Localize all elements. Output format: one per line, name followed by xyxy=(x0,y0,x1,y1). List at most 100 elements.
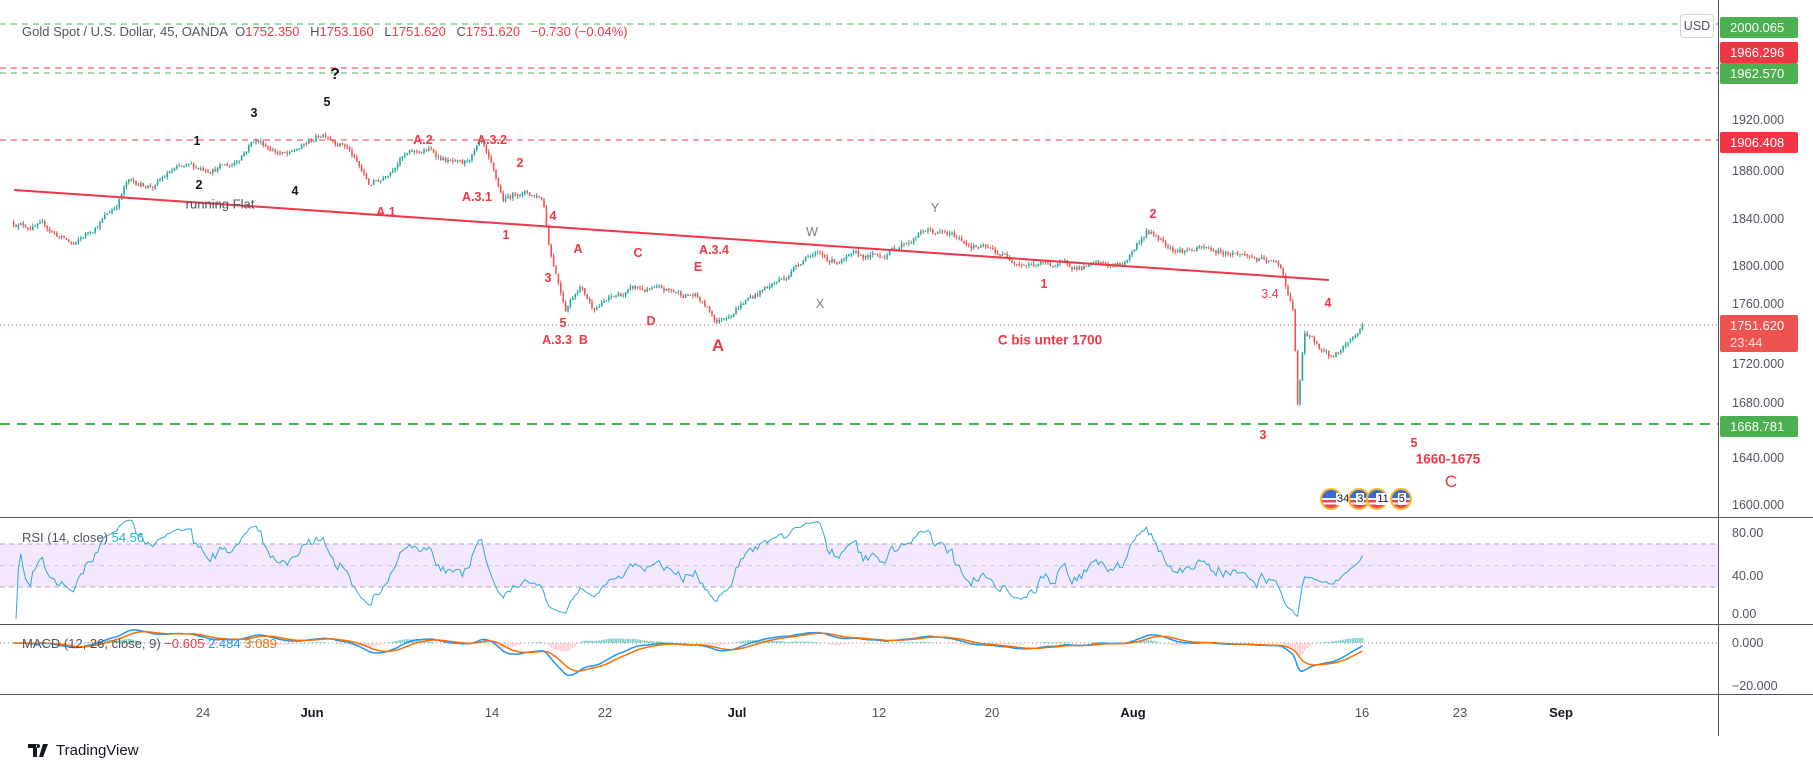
macd-hist-bar xyxy=(636,639,639,643)
price-chart[interactable] xyxy=(0,0,1718,517)
candle xyxy=(432,149,435,153)
time-tick: 20 xyxy=(984,705,1000,720)
candle xyxy=(416,150,418,152)
wave-label[interactable]: A xyxy=(711,336,725,355)
candles-group xyxy=(12,132,1364,407)
candle xyxy=(900,243,903,248)
macd-hist-bar xyxy=(67,643,70,645)
wave-label[interactable]: W xyxy=(806,225,818,239)
rsi-legend[interactable]: RSI (14, close) 54.56 xyxy=(22,530,144,545)
running-flat-label[interactable]: running Flat xyxy=(185,196,255,212)
wave-label[interactable]: 3.4 xyxy=(1261,287,1279,301)
candle xyxy=(344,144,346,147)
macd-hist-bar xyxy=(843,643,845,645)
wave-label[interactable]: Y xyxy=(930,201,940,215)
wave-label[interactable]: 2 xyxy=(1149,207,1157,221)
candle xyxy=(574,293,577,298)
wave-label[interactable]: 2 xyxy=(516,156,524,170)
wave-label[interactable]: D xyxy=(646,314,656,328)
wave-label[interactable]: 2 xyxy=(195,178,203,192)
candle xyxy=(41,221,44,223)
macd-hist-bar xyxy=(583,640,586,643)
wave-label[interactable]: A.3.4 xyxy=(699,243,729,257)
wave-label[interactable]: C xyxy=(1444,472,1458,491)
macd-hist-bar xyxy=(663,642,665,643)
candle xyxy=(236,161,238,163)
macd-hist-bar xyxy=(845,643,848,645)
macd-hist-bar xyxy=(151,643,154,645)
candle xyxy=(70,241,73,243)
wave-label[interactable]: X xyxy=(815,297,825,311)
wave-label[interactable]: 4 xyxy=(291,184,299,198)
candle xyxy=(783,278,785,280)
wave-label[interactable]: A xyxy=(573,242,583,256)
wave-label[interactable]: C xyxy=(633,246,643,260)
candle xyxy=(816,252,819,254)
wave-label[interactable]: 5 xyxy=(323,95,331,109)
pane-separator[interactable] xyxy=(0,517,1813,518)
pane-separator[interactable] xyxy=(0,624,1813,625)
macd-hist-bar xyxy=(991,643,994,644)
wave-label[interactable]: A.2 xyxy=(413,133,433,147)
macd-hist-bar xyxy=(1095,642,1097,643)
macd-hist-bar xyxy=(262,642,265,643)
candle xyxy=(1308,335,1311,337)
economic-events[interactable]: 34 3 11 5 xyxy=(1320,488,1412,510)
candle xyxy=(368,178,370,185)
macd-hist-bar xyxy=(312,642,315,643)
wave-label[interactable]: 1 xyxy=(1040,277,1048,291)
wave-label[interactable]: A.3.3 B xyxy=(542,333,588,347)
macd-hist-bar xyxy=(804,641,807,643)
candle xyxy=(1268,260,1270,262)
wave-label[interactable]: 3 xyxy=(250,106,258,120)
candle xyxy=(665,288,668,291)
candle xyxy=(857,251,860,256)
wave-label[interactable]: 5 xyxy=(559,316,567,330)
price-tick: 1760.000 xyxy=(1732,297,1785,311)
note-label[interactable]: C bis unter 1700 xyxy=(997,332,1103,348)
macd-hist-bar xyxy=(948,643,951,644)
macd-hist-bar xyxy=(963,643,965,645)
candle xyxy=(231,165,233,167)
macd-hist-bar xyxy=(631,638,634,643)
wave-label[interactable]: A.1 xyxy=(376,205,396,219)
tradingview-logo[interactable]: TradingView xyxy=(28,742,139,759)
candle xyxy=(58,236,61,238)
candle xyxy=(147,185,149,188)
candle xyxy=(399,158,401,165)
wave-label[interactable]: 1 xyxy=(502,228,510,242)
macd-hist-bar xyxy=(511,643,514,647)
macd-pane[interactable] xyxy=(0,625,1718,694)
wave-label[interactable]: A.3.1 xyxy=(462,190,492,204)
wave-label[interactable]: 4 xyxy=(1324,296,1332,310)
macd-hist-bar xyxy=(929,642,932,643)
wave-label[interactable]: 5 xyxy=(1410,436,1418,450)
rsi-pane[interactable] xyxy=(0,518,1718,624)
macd-hist-bar xyxy=(1008,643,1011,645)
wave-label[interactable]: E xyxy=(693,260,703,274)
macd-hist-bar xyxy=(831,643,833,645)
candle xyxy=(929,229,932,231)
candle xyxy=(216,168,219,172)
macd-hist-bar xyxy=(1147,640,1150,643)
candle xyxy=(610,295,613,297)
time-tick: 14 xyxy=(484,705,500,720)
candle xyxy=(32,226,34,230)
macd-hist-bar xyxy=(811,641,814,643)
candle xyxy=(293,150,296,151)
currency-button[interactable]: USD xyxy=(1680,14,1714,38)
candle xyxy=(675,292,677,293)
candle xyxy=(168,172,171,174)
wave-label[interactable]: 4 xyxy=(549,209,557,223)
wave-label[interactable]: 3 xyxy=(1259,428,1267,442)
wave-label[interactable]: A.3.2 xyxy=(477,133,507,147)
trend-line[interactable] xyxy=(13,189,1330,281)
wave-label[interactable]: ? xyxy=(330,66,340,83)
macd-legend[interactable]: MACD (12, 26, close, 9) −0.605 2.484 3.0… xyxy=(22,636,277,651)
target-label[interactable]: 1660-1675 xyxy=(1415,451,1481,467)
wave-label[interactable]: 3 xyxy=(544,271,552,285)
candle xyxy=(1284,275,1287,287)
candle xyxy=(12,222,15,225)
candle xyxy=(1145,230,1148,238)
wave-label[interactable]: 1 xyxy=(193,134,201,148)
